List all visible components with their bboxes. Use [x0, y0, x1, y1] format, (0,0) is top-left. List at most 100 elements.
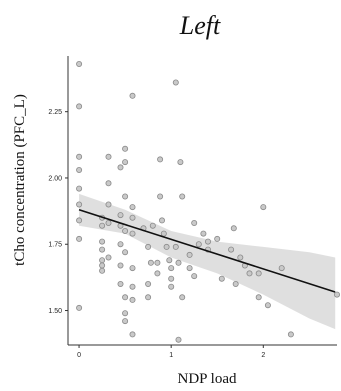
data-point: [105, 153, 112, 160]
data-point: [166, 257, 173, 264]
data-point: [232, 280, 239, 287]
data-point: [177, 159, 184, 166]
data-point: [149, 222, 156, 229]
data-point: [168, 275, 175, 282]
data-point: [129, 230, 136, 237]
data-point: [230, 225, 237, 232]
data-point: [200, 230, 207, 237]
data-point: [129, 283, 136, 290]
data-point: [191, 219, 198, 226]
data-point: [105, 201, 112, 208]
data-point: [287, 331, 294, 338]
data-point: [154, 259, 161, 266]
data-point: [76, 201, 83, 208]
data-point: [122, 294, 129, 301]
confidence-band: [79, 193, 336, 330]
data-point: [99, 238, 106, 245]
data-point: [117, 212, 124, 219]
data-point: [145, 280, 152, 287]
y-axis-label: tCho concentration (PFC_L): [12, 94, 28, 266]
data-point: [218, 275, 225, 282]
fit-line: [78, 209, 336, 293]
data-point: [172, 243, 179, 250]
data-point: [278, 265, 285, 272]
data-point: [122, 310, 129, 317]
data-point: [76, 235, 83, 242]
data-point: [122, 159, 129, 166]
data-point: [99, 262, 106, 269]
data-point: [99, 246, 106, 253]
y-tick-label: 2.25: [48, 109, 62, 116]
data-point: [76, 103, 83, 110]
data-point: [154, 270, 161, 277]
data-point: [228, 246, 235, 253]
data-point: [145, 294, 152, 301]
data-point: [76, 166, 83, 173]
data-point: [76, 153, 83, 160]
data-point: [129, 296, 136, 303]
data-point: [129, 204, 136, 211]
data-point: [237, 254, 244, 261]
data-point: [195, 241, 202, 248]
data-point: [122, 318, 129, 325]
data-point: [191, 273, 198, 280]
data-point: [122, 145, 129, 152]
data-point: [129, 214, 136, 221]
confidence-band-area: [79, 193, 336, 330]
data-point: [264, 302, 271, 309]
data-point: [122, 249, 129, 256]
data-point: [214, 235, 221, 242]
x-tick-label: 2: [261, 352, 265, 359]
data-point: [168, 265, 175, 272]
x-axis-label: NDP load: [177, 371, 237, 387]
y-tick-label: 1.75: [48, 242, 62, 249]
data-point: [163, 243, 170, 250]
data-point: [175, 336, 182, 343]
data-point: [76, 217, 83, 224]
data-point: [122, 227, 129, 234]
data-point: [76, 185, 83, 192]
axes: 1.50 1.75 2.00 2.25 0 1 2: [48, 56, 337, 359]
data-point: [105, 254, 112, 261]
data-point: [246, 270, 253, 277]
data-point: [255, 294, 262, 301]
y-tick-label: 1.50: [48, 308, 62, 315]
data-point: [129, 331, 136, 338]
data-point: [147, 259, 154, 266]
data-point: [76, 61, 83, 68]
data-point: [105, 180, 112, 187]
data-point: [168, 283, 175, 290]
x-tick-label: 0: [77, 352, 81, 359]
data-point: [99, 222, 106, 229]
data-point: [186, 265, 193, 272]
data-point: [175, 259, 182, 266]
data-point: [129, 265, 136, 272]
data-point: [117, 241, 124, 248]
data-point: [204, 238, 211, 245]
data-point: [105, 219, 112, 226]
data-point: [76, 304, 83, 311]
data-point: [158, 217, 165, 224]
data-point: [157, 156, 164, 163]
data-point: [260, 204, 267, 211]
data-point: [145, 243, 152, 250]
data-point: [172, 79, 179, 86]
data-point: [179, 294, 186, 301]
data-point: [129, 92, 136, 99]
data-point: [179, 193, 186, 200]
x-tick-label: 1: [169, 352, 173, 359]
data-point: [99, 257, 106, 264]
y-tick-label: 2.00: [48, 175, 62, 182]
data-point: [157, 193, 164, 200]
data-point: [122, 193, 129, 200]
data-point: [255, 270, 262, 277]
data-point: [160, 230, 167, 237]
data-point: [99, 267, 106, 274]
data-point: [117, 280, 124, 287]
chart-title: Left: [179, 11, 221, 40]
data-point: [117, 164, 124, 171]
data-point: [117, 262, 124, 269]
data-point: [333, 291, 340, 298]
regression-line: [78, 209, 336, 293]
